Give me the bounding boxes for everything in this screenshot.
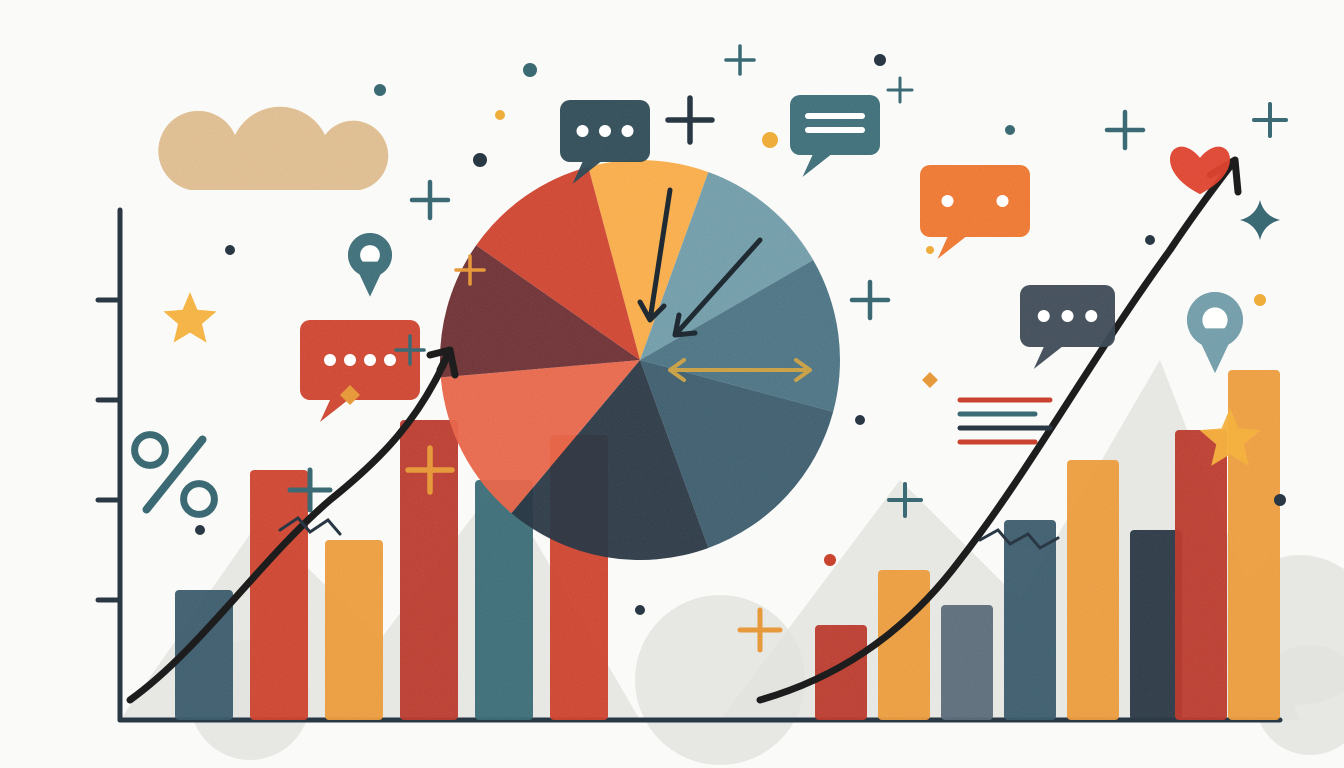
infographic-svg bbox=[0, 0, 1344, 768]
sparkle-icon bbox=[1240, 200, 1280, 240]
dot-icon bbox=[855, 415, 865, 425]
cloud-icon bbox=[158, 107, 388, 190]
plus-icon bbox=[668, 98, 712, 142]
dot-icon bbox=[1005, 125, 1015, 135]
plus-icon bbox=[888, 78, 912, 102]
plus-icon bbox=[852, 282, 888, 318]
dot-icon bbox=[926, 246, 934, 254]
plus-icon bbox=[412, 182, 448, 218]
dot-icon bbox=[874, 54, 886, 66]
dot-icon bbox=[824, 554, 836, 566]
plus-icon bbox=[726, 46, 754, 74]
dot-icon bbox=[1274, 494, 1286, 506]
bg-blob bbox=[635, 595, 805, 765]
dot-icon bbox=[1145, 235, 1155, 245]
dot-icon bbox=[225, 245, 235, 255]
heart-icon bbox=[1170, 147, 1230, 195]
location-pin-icon bbox=[1187, 292, 1243, 373]
dot-icon bbox=[762, 132, 778, 148]
dot-icon bbox=[523, 63, 537, 77]
dot-icon bbox=[1254, 294, 1266, 306]
right-bar bbox=[878, 570, 930, 720]
right-bar bbox=[1175, 430, 1227, 720]
right-bar bbox=[1130, 530, 1182, 720]
dot-icon bbox=[495, 110, 505, 120]
star-icon bbox=[163, 292, 216, 343]
dot-icon bbox=[374, 84, 386, 96]
location-pin-icon bbox=[348, 233, 392, 297]
percent-icon bbox=[135, 435, 215, 515]
diamond-icon bbox=[922, 372, 938, 388]
dot-icon bbox=[195, 525, 205, 535]
pie-chart bbox=[440, 160, 840, 560]
speech-bubble-icon bbox=[920, 165, 1030, 259]
plus-icon bbox=[1107, 112, 1143, 148]
speech-bubble-icon bbox=[790, 95, 880, 177]
left-bar bbox=[325, 540, 383, 720]
right-bar bbox=[1004, 520, 1056, 720]
dot-icon bbox=[473, 153, 487, 167]
dot-icon bbox=[635, 605, 645, 615]
speech-bubble-icon bbox=[300, 320, 420, 422]
right-bar bbox=[941, 605, 993, 720]
right-bar bbox=[1067, 460, 1119, 720]
plus-icon bbox=[1254, 104, 1286, 136]
infographic-canvas bbox=[0, 0, 1344, 768]
left-bar bbox=[250, 470, 308, 720]
